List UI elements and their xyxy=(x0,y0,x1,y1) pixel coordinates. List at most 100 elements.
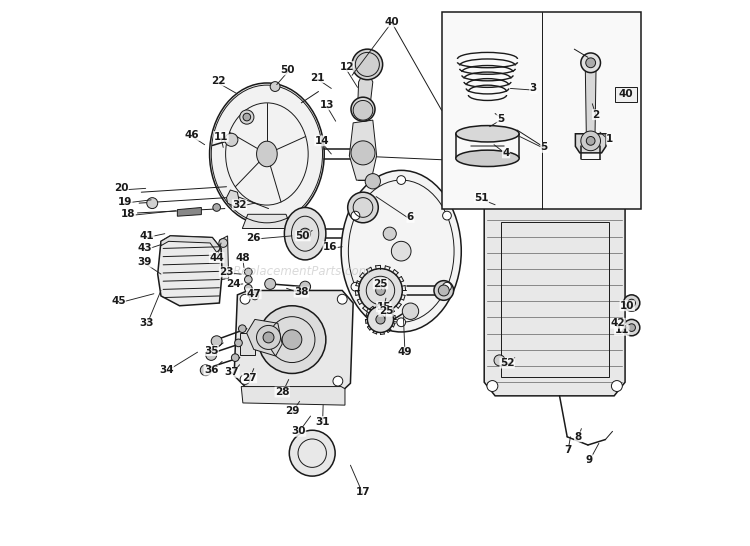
Circle shape xyxy=(333,376,343,386)
Text: 40: 40 xyxy=(384,17,399,27)
Text: 23: 23 xyxy=(219,267,234,277)
Text: 9: 9 xyxy=(586,455,592,465)
Polygon shape xyxy=(158,236,222,306)
Text: 42: 42 xyxy=(610,318,626,328)
Circle shape xyxy=(265,278,276,289)
Circle shape xyxy=(611,381,622,391)
Circle shape xyxy=(348,192,378,223)
Circle shape xyxy=(628,324,635,331)
Circle shape xyxy=(351,141,375,165)
Polygon shape xyxy=(575,134,606,153)
Circle shape xyxy=(376,315,385,324)
Circle shape xyxy=(351,282,360,291)
Text: 11: 11 xyxy=(614,325,629,335)
Circle shape xyxy=(270,82,280,92)
Circle shape xyxy=(219,239,227,247)
Text: 14: 14 xyxy=(315,136,329,146)
Circle shape xyxy=(623,295,640,311)
Circle shape xyxy=(402,303,418,319)
Text: 19: 19 xyxy=(118,197,132,207)
Text: 44: 44 xyxy=(209,253,224,263)
Text: 5: 5 xyxy=(497,114,504,124)
Circle shape xyxy=(243,113,250,121)
Circle shape xyxy=(353,100,373,120)
Circle shape xyxy=(240,294,250,304)
Circle shape xyxy=(213,204,220,211)
Text: 37: 37 xyxy=(225,367,239,377)
Text: 51: 51 xyxy=(474,193,489,203)
Text: 38: 38 xyxy=(294,287,308,297)
Circle shape xyxy=(256,325,280,349)
Text: 18: 18 xyxy=(121,209,136,219)
Ellipse shape xyxy=(284,207,326,260)
Ellipse shape xyxy=(358,269,402,312)
Text: 43: 43 xyxy=(137,244,152,253)
Text: 10: 10 xyxy=(620,301,634,311)
Text: 11: 11 xyxy=(214,132,228,141)
Text: 32: 32 xyxy=(232,200,247,210)
Text: 4: 4 xyxy=(503,148,510,158)
Circle shape xyxy=(487,381,498,391)
Bar xyxy=(239,333,255,355)
Ellipse shape xyxy=(209,83,324,225)
Ellipse shape xyxy=(456,150,519,167)
Text: 31: 31 xyxy=(315,417,330,426)
Text: 41: 41 xyxy=(140,231,154,241)
Text: 25: 25 xyxy=(374,279,388,289)
Circle shape xyxy=(438,285,449,296)
Circle shape xyxy=(290,430,335,476)
Text: 2: 2 xyxy=(592,110,600,120)
Circle shape xyxy=(365,174,380,189)
Text: 45: 45 xyxy=(111,296,126,306)
Bar xyxy=(442,12,641,209)
Text: 28: 28 xyxy=(275,387,290,397)
Circle shape xyxy=(628,299,635,307)
Ellipse shape xyxy=(256,141,278,167)
Text: 35: 35 xyxy=(204,346,218,355)
Ellipse shape xyxy=(368,306,394,333)
Bar xyxy=(500,222,609,377)
Circle shape xyxy=(623,319,640,336)
Text: 7: 7 xyxy=(564,446,572,455)
Circle shape xyxy=(392,241,411,261)
Text: 6: 6 xyxy=(406,212,414,222)
Text: 33: 33 xyxy=(140,318,154,328)
Circle shape xyxy=(300,228,310,239)
Text: 50: 50 xyxy=(280,65,295,75)
Circle shape xyxy=(580,53,601,73)
Circle shape xyxy=(206,349,217,360)
Text: 24: 24 xyxy=(226,279,240,289)
Polygon shape xyxy=(484,189,625,396)
Circle shape xyxy=(494,355,505,366)
Polygon shape xyxy=(234,290,353,392)
Circle shape xyxy=(147,198,158,209)
Circle shape xyxy=(244,268,252,276)
Circle shape xyxy=(580,131,601,151)
Circle shape xyxy=(434,281,454,300)
Text: 1: 1 xyxy=(606,134,613,144)
Polygon shape xyxy=(358,68,373,110)
Polygon shape xyxy=(247,319,282,356)
Circle shape xyxy=(232,354,239,361)
Circle shape xyxy=(225,133,238,146)
Text: 36: 36 xyxy=(204,365,218,375)
Text: 15: 15 xyxy=(376,302,391,312)
Text: 48: 48 xyxy=(236,253,250,263)
Polygon shape xyxy=(161,236,221,252)
Circle shape xyxy=(338,294,347,304)
Circle shape xyxy=(244,276,252,283)
Circle shape xyxy=(383,227,396,240)
Polygon shape xyxy=(220,236,229,280)
Polygon shape xyxy=(242,387,345,405)
Circle shape xyxy=(376,286,386,295)
Circle shape xyxy=(586,136,595,145)
Polygon shape xyxy=(242,215,292,229)
Circle shape xyxy=(442,211,452,220)
Polygon shape xyxy=(350,120,376,180)
Circle shape xyxy=(586,58,596,68)
Bar xyxy=(615,87,637,102)
Circle shape xyxy=(442,282,452,291)
Text: 52: 52 xyxy=(500,358,514,368)
Text: 47: 47 xyxy=(247,289,261,299)
Text: eReplacementParts.com: eReplacementParts.com xyxy=(226,265,370,278)
